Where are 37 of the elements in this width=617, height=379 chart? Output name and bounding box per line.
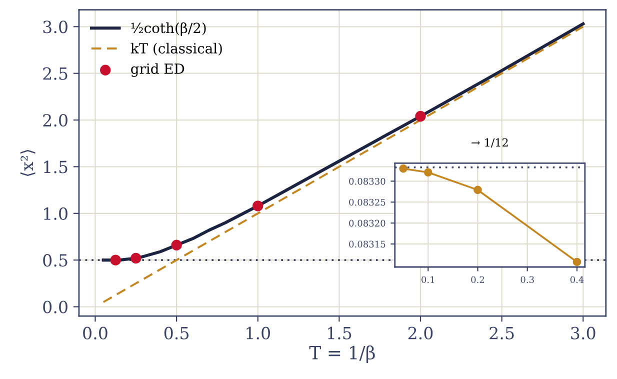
y-tick-label: 0.08325 xyxy=(349,198,386,206)
x-tick-label: 1.0 xyxy=(246,326,270,340)
chart-title: → 1/12 xyxy=(472,138,508,148)
y-tick-label: 2.5 xyxy=(43,67,68,80)
x-tick-label: 0.3 xyxy=(520,276,534,284)
x-tick-label: 0.0 xyxy=(83,326,108,340)
x-tick-label: 2.0 xyxy=(408,326,433,340)
legend-label: grid ED xyxy=(131,63,184,77)
y-tick-label: 1.5 xyxy=(44,160,68,174)
point xyxy=(572,258,582,266)
y-tick-label: 2.0 xyxy=(43,114,68,127)
y-tick-label: 0.08330 xyxy=(349,178,386,185)
x-tick-label: 0.2 xyxy=(471,276,484,284)
y-tick-label: 0.0 xyxy=(43,300,68,314)
y-tick-label: 1.0 xyxy=(44,207,68,220)
x-tick-label: 0.1 xyxy=(422,276,434,284)
x-tick-label: 2.5 xyxy=(490,326,514,340)
x-axis-title: T = 1/β xyxy=(309,345,375,363)
point xyxy=(399,164,408,173)
y-tick-label: 0.08320 xyxy=(349,220,386,227)
y-tick-label: 0.5 xyxy=(43,254,68,267)
y-tick-label: 0.08315 xyxy=(349,240,386,248)
y-tick-label: 3.0 xyxy=(43,20,68,34)
point xyxy=(474,186,482,194)
point xyxy=(424,168,432,177)
point xyxy=(415,110,426,122)
point xyxy=(171,240,182,250)
y-axis-title: ⟨x²⟩ xyxy=(20,150,36,176)
legend-label: kT (classical) xyxy=(130,42,222,56)
x-tick-label: 0.5 xyxy=(164,326,189,340)
legend-label: ½coth(β/2) xyxy=(131,22,206,36)
point xyxy=(252,200,264,212)
point xyxy=(110,254,121,266)
x-tick-label: 3.0 xyxy=(571,326,596,340)
x-tick-label: 0.4 xyxy=(570,276,584,284)
x-tick-label: 1.5 xyxy=(328,326,352,340)
point xyxy=(130,252,142,264)
